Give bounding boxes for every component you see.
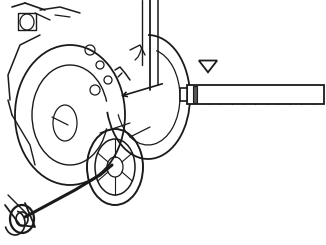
Bar [193,86,197,102]
Bar [187,85,324,103]
Bar [180,88,187,101]
